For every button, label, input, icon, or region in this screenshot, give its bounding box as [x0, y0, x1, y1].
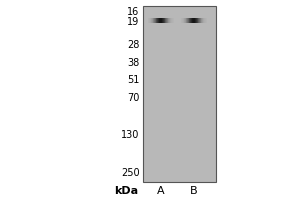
Bar [205, 18, 206, 23]
Bar [149, 18, 150, 23]
Bar [169, 18, 170, 23]
Bar [164, 18, 165, 23]
Bar [204, 18, 205, 23]
Bar [198, 18, 199, 23]
Bar [167, 18, 168, 23]
Bar [193, 18, 194, 23]
Bar [171, 18, 172, 23]
Text: 28: 28 [127, 40, 140, 50]
Text: 70: 70 [127, 93, 140, 103]
Bar [184, 18, 185, 23]
Text: B: B [190, 186, 197, 196]
Bar [154, 18, 155, 23]
Bar [204, 18, 205, 23]
Bar [194, 18, 195, 23]
Bar [196, 18, 197, 23]
Bar [157, 18, 158, 23]
Bar [189, 18, 190, 23]
Bar [182, 18, 183, 23]
Text: 16: 16 [127, 7, 140, 17]
Bar [172, 18, 173, 23]
Bar [195, 18, 196, 23]
Bar [151, 18, 152, 23]
Bar [166, 18, 167, 23]
Bar [200, 18, 201, 23]
Bar [186, 18, 187, 23]
Bar [171, 18, 172, 23]
Bar [172, 18, 173, 23]
Bar [165, 18, 166, 23]
Bar [158, 18, 159, 23]
Text: 38: 38 [127, 58, 140, 68]
Bar [187, 18, 188, 23]
Bar [198, 18, 199, 23]
Text: A: A [157, 186, 164, 196]
Bar [169, 18, 170, 23]
Bar [168, 18, 169, 23]
Bar [199, 18, 200, 23]
Bar [152, 18, 153, 23]
Bar [148, 18, 149, 23]
Bar [192, 18, 193, 23]
Bar [185, 18, 186, 23]
Bar [170, 18, 171, 23]
Bar [161, 18, 162, 23]
Bar [163, 18, 164, 23]
Bar [203, 18, 204, 23]
Bar [195, 18, 196, 23]
Bar [168, 18, 169, 23]
Bar [187, 18, 188, 23]
Bar [159, 18, 160, 23]
Bar [170, 18, 171, 23]
Bar [162, 18, 163, 23]
Bar [203, 18, 204, 23]
Bar [202, 18, 203, 23]
Bar [202, 18, 203, 23]
Bar [193, 18, 194, 23]
Bar [165, 18, 166, 23]
Text: 19: 19 [127, 17, 140, 27]
Text: 51: 51 [127, 75, 140, 85]
Bar [197, 18, 198, 23]
Bar [173, 18, 174, 23]
Bar [200, 18, 201, 23]
Bar [201, 18, 202, 23]
Bar [156, 18, 157, 23]
Bar [201, 18, 202, 23]
Text: 250: 250 [121, 168, 140, 178]
Bar [142, 6, 216, 182]
Bar [206, 18, 207, 23]
Bar [164, 18, 165, 23]
Bar [191, 18, 192, 23]
Bar [199, 18, 200, 23]
Text: kDa: kDa [114, 186, 138, 196]
Bar [159, 18, 160, 23]
Bar [155, 18, 156, 23]
Bar [188, 18, 189, 23]
Bar [197, 18, 198, 23]
Bar [150, 18, 151, 23]
Bar [157, 18, 158, 23]
Bar [163, 18, 164, 23]
Bar [192, 18, 193, 23]
Bar [160, 18, 161, 23]
Bar [183, 18, 184, 23]
Bar [190, 18, 191, 23]
Bar [181, 18, 182, 23]
Bar [167, 18, 168, 23]
Text: 130: 130 [121, 130, 140, 140]
Bar [162, 18, 163, 23]
Bar [153, 18, 154, 23]
